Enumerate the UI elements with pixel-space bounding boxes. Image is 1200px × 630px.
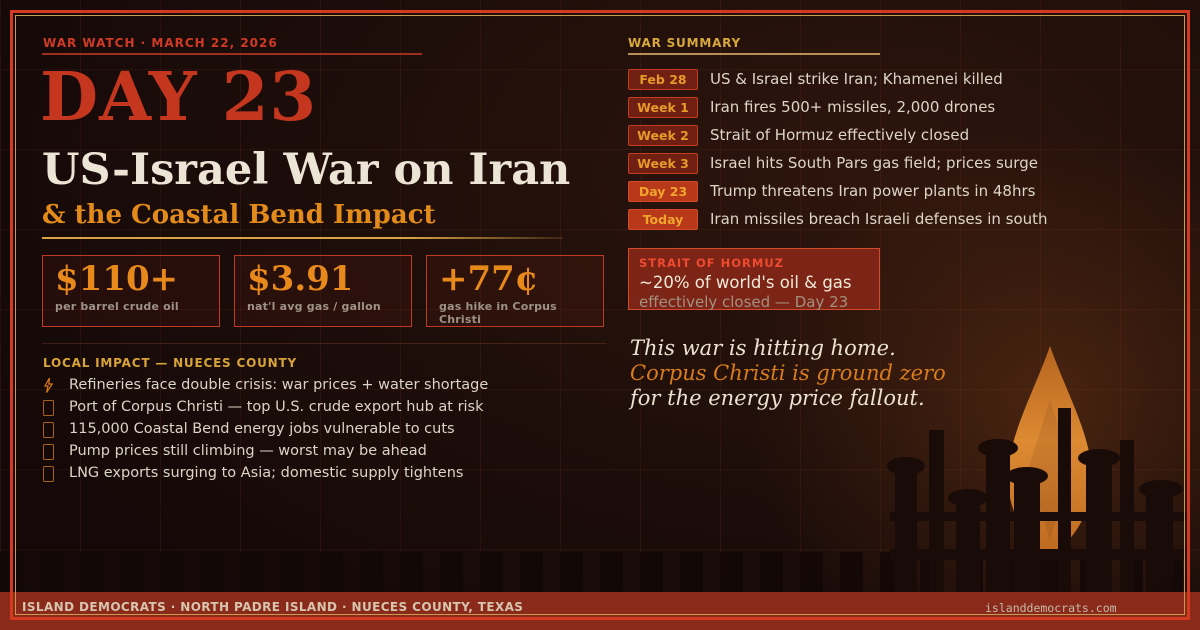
stat-value: $3.91 bbox=[247, 259, 354, 299]
pull-quote: This war is hitting home. Corpus Christi… bbox=[630, 336, 946, 411]
hormuz-line1: ~20% of world's oil & gas bbox=[639, 273, 852, 292]
list-item-text: Port of Corpus Christi — top U.S. crude … bbox=[69, 399, 484, 415]
missing-glyph-icon bbox=[43, 443, 69, 460]
list-item: 115,000 Coastal Bend energy jobs vulnera… bbox=[43, 421, 488, 443]
quote-line: Corpus Christi is ground zero bbox=[630, 361, 946, 385]
event-text: Iran missiles breach Israeli defenses in… bbox=[710, 210, 1048, 228]
date-badge: Week 2 bbox=[628, 124, 698, 146]
footer-band bbox=[0, 592, 1200, 630]
stats-divider bbox=[42, 343, 607, 344]
list-item-text: 115,000 Coastal Bend energy jobs vulnera… bbox=[69, 421, 455, 437]
war-summary-underline bbox=[628, 53, 880, 55]
refinery-stacks-silhouette bbox=[887, 408, 1186, 592]
event-text: Iran fires 500+ missiles, 2,000 drones bbox=[710, 98, 996, 116]
list-item-text: Refineries face double crisis: war price… bbox=[69, 377, 489, 393]
date-badge: Week 3 bbox=[628, 152, 698, 174]
event-text: Strait of Hormuz effectively closed bbox=[710, 126, 970, 144]
list-item: Refineries face double crisis: war price… bbox=[43, 377, 488, 399]
date-badge: Week 1 bbox=[628, 96, 698, 118]
list-item-text: Pump prices still climbing — worst may b… bbox=[69, 443, 427, 459]
date-badge: Today bbox=[628, 208, 698, 230]
date-badge: Day 23 bbox=[628, 180, 698, 202]
missing-glyph-icon bbox=[43, 421, 69, 438]
stat-label: per barrel crude oil bbox=[55, 300, 179, 314]
local-impact-heading: LOCAL IMPACT — NUECES COUNTY bbox=[43, 356, 297, 370]
hormuz-line2: effectively closed — Day 23 bbox=[639, 293, 849, 311]
war-summary-timeline: Feb 28 US & Israel strike Iran; Khamenei… bbox=[628, 65, 1048, 233]
page-subtitle: & the Coastal Bend Impact bbox=[42, 200, 436, 230]
kicker: WAR WATCH · MARCH 22, 2026 bbox=[43, 36, 278, 50]
event-text: US & Israel strike Iran; Khamenei killed bbox=[710, 70, 1003, 88]
event-text: Trump threatens Iran power plants in 48h… bbox=[710, 182, 1036, 200]
missing-glyph-icon bbox=[43, 399, 69, 416]
hormuz-title: STRAIT OF HORMUZ bbox=[639, 256, 785, 270]
stat-row: $110+ per barrel crude oil $3.91 nat'l a… bbox=[42, 255, 604, 327]
stat-value: +77¢ bbox=[439, 259, 539, 299]
timeline-event: Week 2 Strait of Hormuz effectively clos… bbox=[628, 121, 1048, 149]
timeline-event: Week 1 Iran fires 500+ missiles, 2,000 d… bbox=[628, 93, 1048, 121]
timeline-event: Day 23 Trump threatens Iran power plants… bbox=[628, 177, 1048, 205]
timeline-event: Today Iran missiles breach Israeli defen… bbox=[628, 205, 1048, 233]
list-item: LNG exports surging to Asia; domestic su… bbox=[43, 465, 488, 487]
quote-line: This war is hitting home. bbox=[630, 336, 896, 360]
local-impact-list: Refineries face double crisis: war price… bbox=[43, 377, 488, 487]
stat-local-gas-hike: +77¢ gas hike in Corpus Christi bbox=[426, 255, 604, 327]
stat-label: nat'l avg gas / gallon bbox=[247, 300, 381, 314]
stat-label: gas hike in Corpus Christi bbox=[439, 300, 557, 327]
date-badge: Feb 28 bbox=[628, 68, 698, 90]
list-item-text: LNG exports surging to Asia; domestic su… bbox=[69, 465, 464, 481]
kicker-underline bbox=[42, 53, 422, 55]
lightning-icon bbox=[43, 377, 69, 394]
missing-glyph-icon bbox=[43, 465, 69, 482]
day-counter: DAY 23 bbox=[40, 57, 318, 136]
quote-line: for the energy price fallout. bbox=[630, 386, 925, 410]
war-summary-heading: WAR SUMMARY bbox=[628, 36, 742, 50]
timeline-event: Week 3 Israel hits South Pars gas field;… bbox=[628, 149, 1048, 177]
footer-attribution: ISLAND DEMOCRATS · NORTH PADRE ISLAND · … bbox=[22, 600, 524, 614]
header-divider bbox=[42, 237, 563, 239]
page-title: US-Israel War on Iran bbox=[42, 145, 571, 195]
footer-url: islanddemocrats.com bbox=[985, 601, 1117, 615]
list-item: Pump prices still climbing — worst may b… bbox=[43, 443, 488, 465]
hormuz-callout: STRAIT OF HORMUZ ~20% of world's oil & g… bbox=[628, 248, 880, 311]
stat-national-gas: $3.91 nat'l avg gas / gallon bbox=[234, 255, 412, 327]
stat-crude-oil: $110+ per barrel crude oil bbox=[42, 255, 220, 327]
list-item: Port of Corpus Christi — top U.S. crude … bbox=[43, 399, 488, 421]
stat-value: $110+ bbox=[55, 259, 179, 299]
event-text: Israel hits South Pars gas field; prices… bbox=[710, 154, 1038, 172]
timeline-event: Feb 28 US & Israel strike Iran; Khamenei… bbox=[628, 65, 1048, 93]
